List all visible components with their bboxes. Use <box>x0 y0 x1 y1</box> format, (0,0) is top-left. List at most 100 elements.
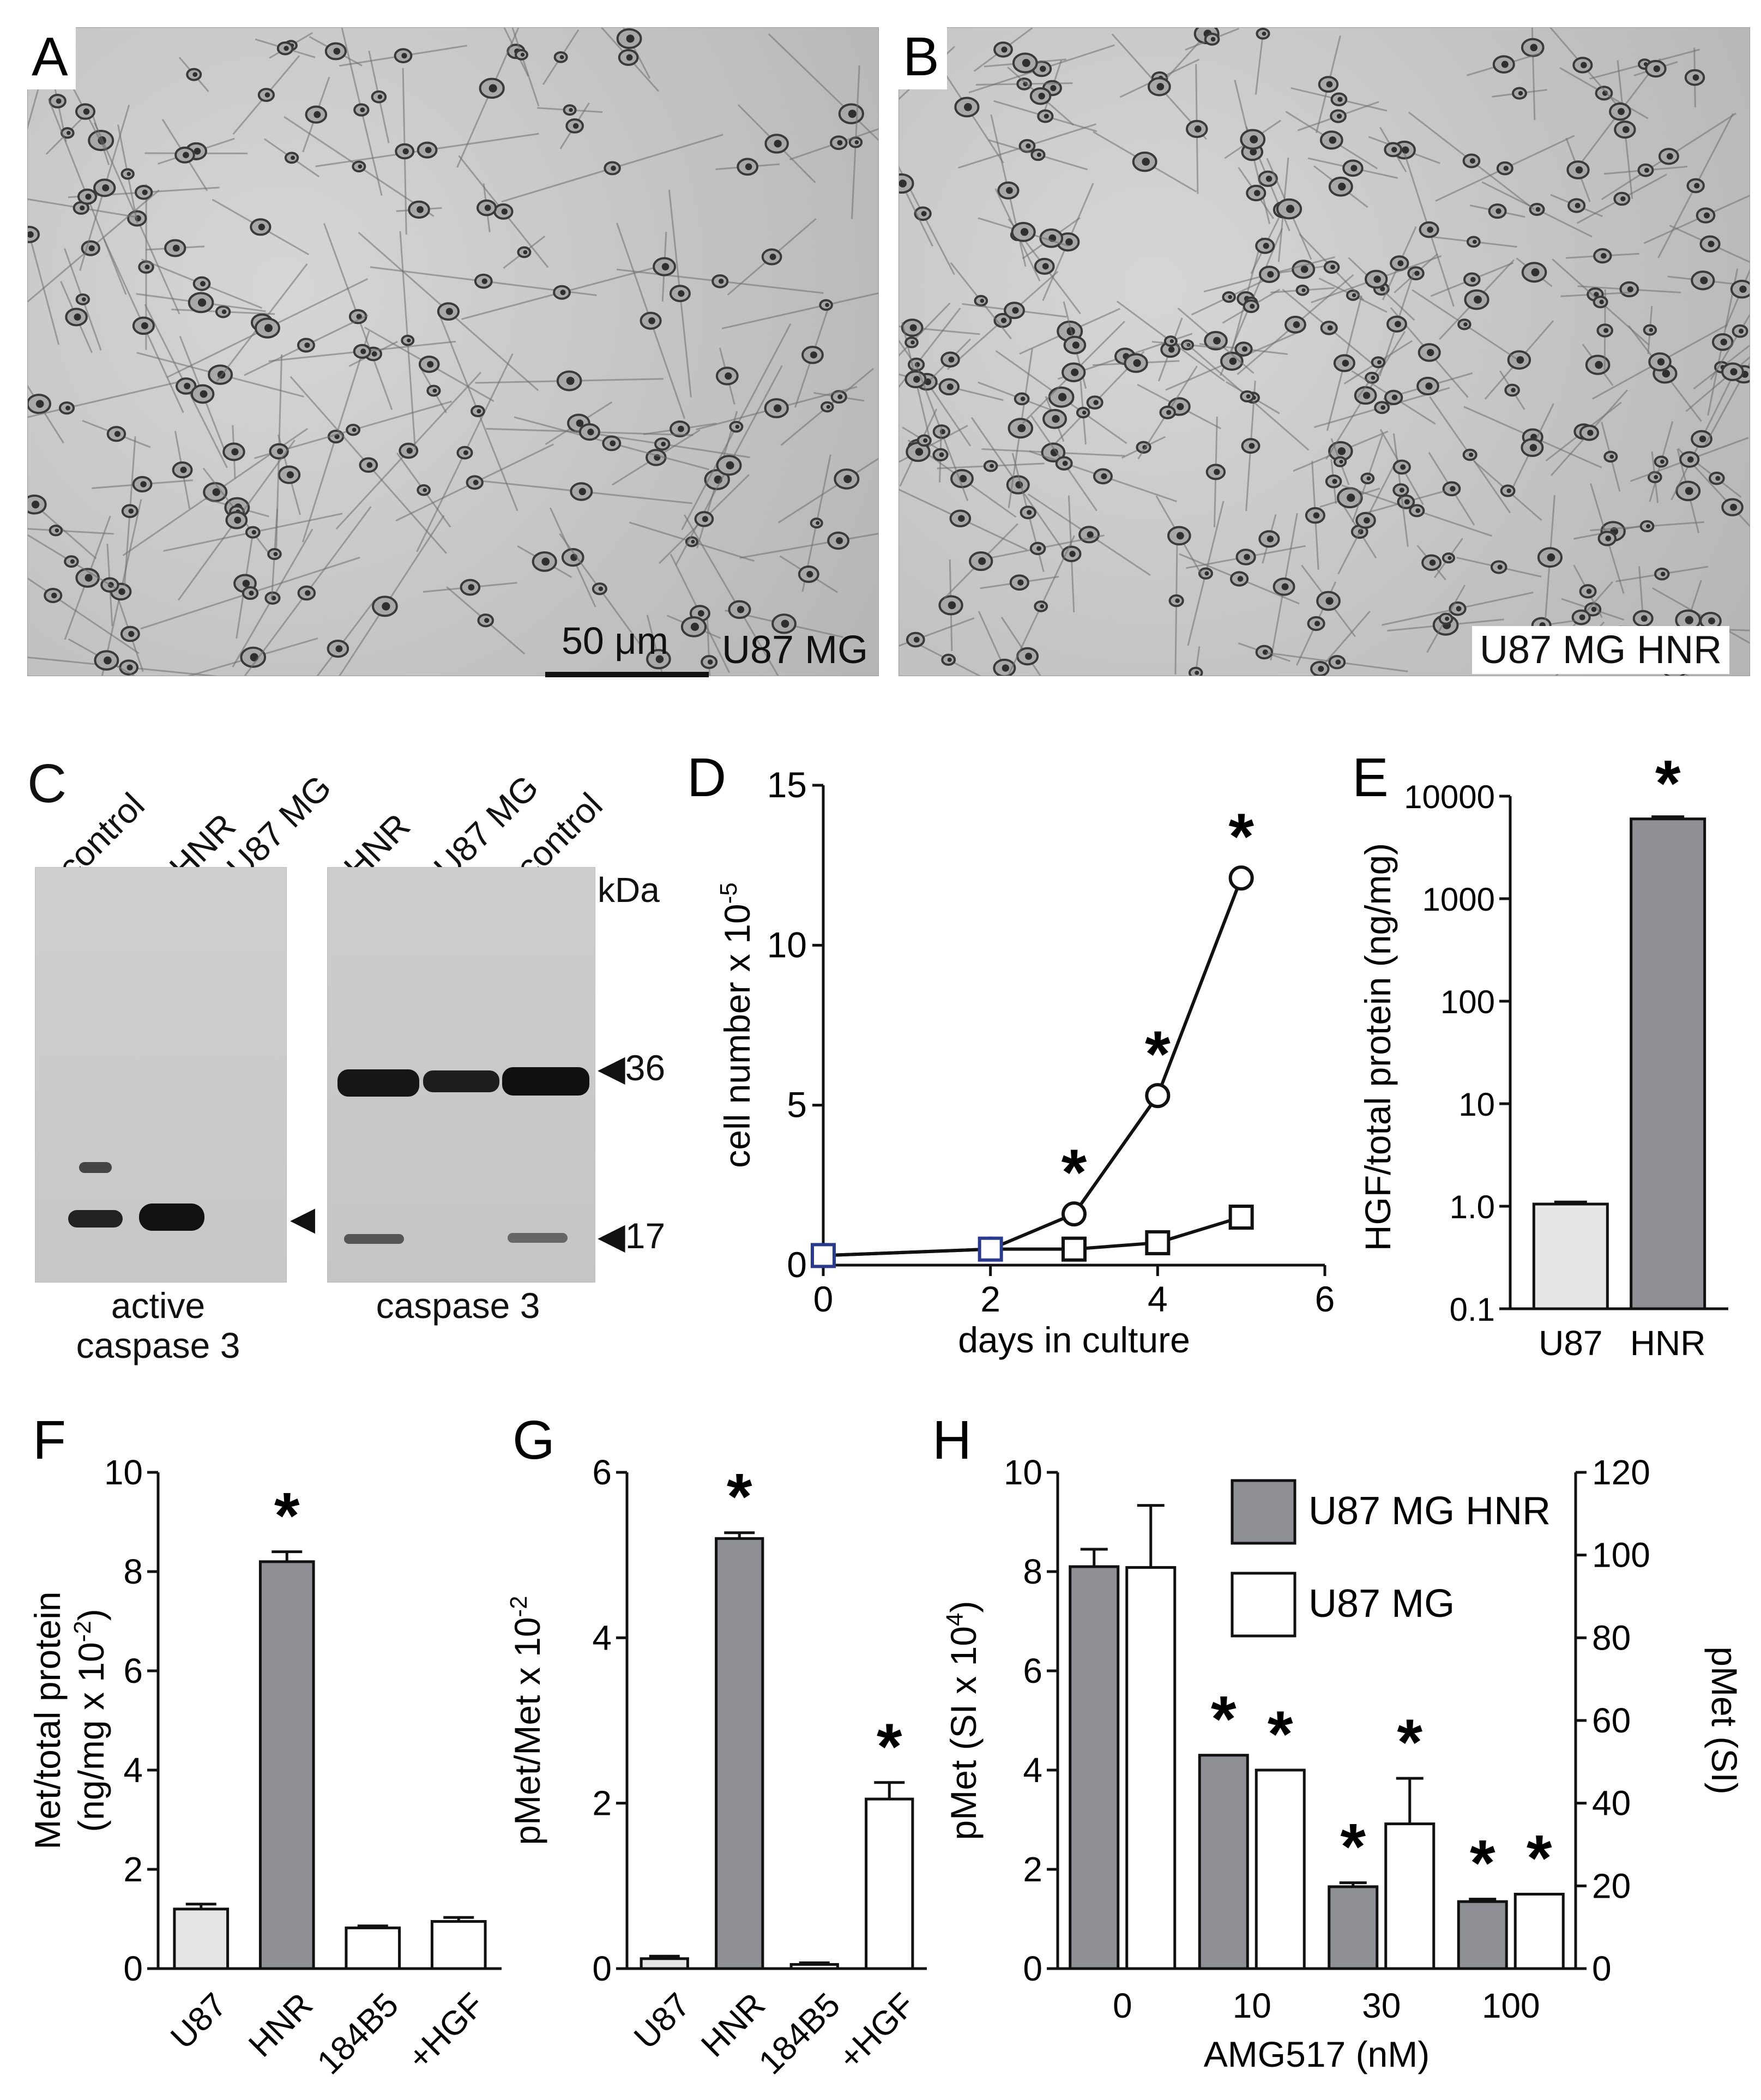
cell-nucleus <box>655 655 664 664</box>
cell-nucleus <box>1450 486 1456 492</box>
cell-nucleus <box>1730 368 1738 376</box>
cell-nucleus <box>587 429 594 436</box>
cell-nucleus <box>291 155 295 160</box>
cell-nucleus <box>1445 616 1450 621</box>
cell-nucleus <box>1363 392 1371 399</box>
y-tick-label: 2 <box>592 1784 612 1823</box>
significance-star: * <box>274 1479 300 1553</box>
significance-star: * <box>1340 1810 1366 1884</box>
cell-nucleus <box>826 405 830 409</box>
y2-tick-label: 0 <box>1592 1949 1612 1988</box>
caption-active-caspase3: active caspase 3 <box>76 1285 240 1365</box>
cell-nucleus <box>774 140 782 148</box>
y-tick-label: 100 <box>1440 984 1495 1020</box>
x-tick-label: 10 <box>1233 1986 1271 2025</box>
cell-nucleus <box>958 515 965 522</box>
cell-process <box>739 533 878 559</box>
cell-nucleus <box>648 317 655 324</box>
cell-nucleus <box>1168 346 1175 353</box>
cell-nucleus <box>1169 339 1174 344</box>
cell-nucleus <box>1685 486 1693 495</box>
cell-nucleus <box>825 303 829 308</box>
x-tick-label: U87 <box>1539 1323 1602 1363</box>
cell-nucleus <box>88 245 95 251</box>
cell-nucleus <box>366 462 373 468</box>
y-axis-title: (ng/mg x 10-2) <box>69 1609 112 1832</box>
cell-nucleus <box>1250 135 1258 144</box>
cell-nucleus <box>484 618 490 623</box>
cell-nucleus <box>569 108 573 112</box>
cell-nucleus <box>626 34 635 43</box>
cell-nucleus <box>304 342 310 348</box>
cell-nucleus <box>445 308 453 315</box>
cell-nucleus <box>626 54 633 61</box>
cell-nucleus <box>702 516 708 522</box>
bar-u87 <box>173 1908 230 1970</box>
cell-nucleus <box>1660 459 1664 464</box>
x-tick-label: 2 <box>980 1279 1000 1319</box>
panel-letter-e: E <box>1352 747 1389 808</box>
cell-nucleus <box>28 231 34 238</box>
cell-nucleus <box>678 290 685 297</box>
cell-nucleus <box>1058 393 1067 401</box>
series-line-square <box>823 1216 1242 1257</box>
cell-nucleus <box>1601 252 1607 259</box>
cell-nucleus <box>1587 430 1594 436</box>
cell-nucleus <box>1586 588 1592 594</box>
cell-nucleus <box>1250 148 1257 156</box>
cell-nucleus <box>1101 473 1107 480</box>
cell-nucleus <box>611 165 616 171</box>
cell-nucleus <box>559 55 564 59</box>
cell-nucleus <box>1050 448 1058 456</box>
cell-nucleus <box>610 440 616 447</box>
band-17-lane3 <box>508 1233 568 1243</box>
cell-nucleus <box>1062 460 1068 466</box>
data-point-square <box>1145 1230 1171 1255</box>
band-control-lower <box>68 1210 123 1227</box>
cell-nucleus <box>333 47 341 55</box>
cell-nucleus <box>1391 394 1398 401</box>
cell-nucleus <box>221 309 227 314</box>
cell-nucleus <box>1017 424 1026 432</box>
cell-nucleus <box>1531 268 1540 276</box>
cell-nucleus <box>1336 113 1342 119</box>
cell-nucleus <box>360 348 366 354</box>
band-36-lane3 <box>502 1067 589 1096</box>
cell-line-label-b: U87 MG HNR <box>1472 626 1730 674</box>
cell-nucleus <box>200 281 206 287</box>
cell-nucleus <box>1618 108 1625 116</box>
cell-nucleus <box>939 452 944 458</box>
cell-nucleus <box>578 488 586 496</box>
cell-nucleus <box>1473 239 1477 244</box>
y-axis-title: Met/total protein <box>27 1591 68 1849</box>
cell-nucleus <box>417 206 424 213</box>
bar-u87 <box>640 1957 689 1970</box>
cell-nucleus <box>806 570 813 578</box>
cell-nucleus <box>1332 479 1337 484</box>
panel-letter-a: A <box>26 26 76 89</box>
cell-nucleus <box>432 388 437 393</box>
cell-nucleus <box>598 586 604 591</box>
cell-nucleus <box>1657 358 1665 366</box>
scale-bar-label: 50 μm <box>562 619 668 662</box>
cell-nucleus <box>1002 664 1010 672</box>
cell-nucleus <box>1603 328 1609 333</box>
cell-nucleus <box>65 405 70 411</box>
y2-axis-title: pMet (SI) <box>1704 1646 1745 1794</box>
x-tick-label: U87 <box>627 1986 697 2056</box>
cell-nucleus <box>1427 226 1433 233</box>
cell-nucleus <box>1495 208 1501 214</box>
cell-nucleus <box>1414 270 1420 276</box>
cell-nucleus <box>1506 488 1511 494</box>
data-point-square <box>811 1243 836 1268</box>
cell-nucleus <box>1530 44 1538 51</box>
y-tick-label: 0 <box>787 1244 807 1285</box>
cell-nucleus <box>273 552 278 556</box>
y-tick-label: 15 <box>767 765 807 805</box>
bar-u87-mg <box>1384 1822 1436 1970</box>
cell-nucleus <box>1662 369 1670 378</box>
cell-nucleus <box>55 528 59 533</box>
y-tick-label: 0 <box>592 1949 612 1988</box>
cell-nucleus <box>1739 285 1747 293</box>
bar-plus-hgf <box>430 1920 487 1970</box>
